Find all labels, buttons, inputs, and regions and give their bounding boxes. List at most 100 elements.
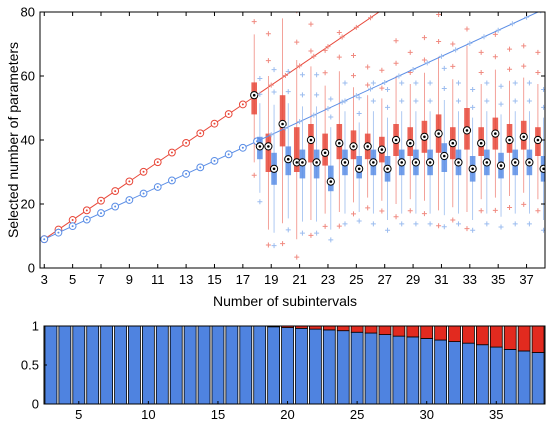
x-tick-label: 9 [126, 272, 133, 287]
bar-segment-blue [58, 325, 72, 405]
outlier-marker [535, 49, 541, 55]
outlier-marker [467, 40, 473, 46]
outlier-marker [385, 104, 391, 110]
bar-segment-blue [434, 339, 448, 405]
outlier-marker [311, 53, 317, 59]
outlier-marker [379, 85, 385, 91]
outlier-marker [257, 199, 263, 205]
outlier-marker [526, 221, 532, 227]
outlier-marker [464, 0, 469, 2]
outlier-marker [325, 106, 331, 112]
outlier-marker [271, 89, 277, 95]
outlier-marker [268, 82, 274, 88]
outlier-marker [265, 58, 271, 64]
reference-marker-dot [241, 146, 244, 149]
median-marker-dot [451, 141, 455, 145]
x-tick-label: 21 [292, 272, 306, 287]
outlier-marker [339, 99, 345, 105]
bar-segment-red [531, 325, 545, 353]
median-marker-dot [457, 161, 460, 164]
outlier-marker [328, 114, 334, 120]
boxplot-panel: 3 5 7 9 11 13 15 17 19 21 23 25 27 29 31 33 35 3702040608… [21, 0, 546, 287]
outlier-marker [350, 53, 356, 59]
y-tick-label: 40 [21, 133, 35, 148]
bar-segment-red [420, 325, 434, 339]
outlier-marker [314, 72, 320, 78]
bar-segment-red [448, 325, 461, 343]
reference-marker-dot [185, 172, 188, 175]
x-tick-label: 7 [97, 272, 104, 287]
x-tick-label: 25 [350, 407, 364, 422]
median-marker-dot [267, 145, 270, 148]
reference-marker-dot [114, 205, 117, 208]
outlier-marker [370, 221, 376, 227]
y-tick-label: 60 [21, 69, 35, 84]
outlier-marker [521, 43, 527, 49]
outlier-marker [464, 226, 470, 232]
reference-marker-dot [71, 218, 74, 221]
median-marker-dot [542, 167, 545, 171]
outlier-marker [265, 242, 271, 248]
outlier-marker [492, 31, 498, 37]
outlier-marker [308, 21, 314, 27]
reference-marker-dot [199, 132, 202, 135]
outlier-marker [507, 205, 513, 211]
outlier-marker [282, 73, 288, 79]
bar-segment-blue [225, 325, 239, 405]
reference-marker-dot [114, 190, 117, 193]
outlier-marker [342, 221, 348, 227]
bar-segment-blue [141, 325, 155, 405]
bar-segment-red [392, 325, 406, 337]
outlier-marker [251, 172, 257, 178]
outlier-marker [407, 208, 413, 214]
reference-marker-dot [170, 179, 173, 182]
median-marker-dot [408, 141, 412, 145]
median-marker-dot [499, 164, 503, 167]
box [265, 133, 272, 172]
x-tick-label: 33 [463, 272, 477, 287]
median-marker-dot [295, 161, 299, 164]
median-marker-dot [315, 161, 318, 164]
outlier-marker [438, 53, 444, 59]
median-marker-dot [437, 132, 440, 135]
outlier-marker [322, 47, 328, 53]
bar-segment-blue [531, 352, 545, 405]
bar-segment-blue [281, 327, 294, 405]
outlier-marker [314, 92, 320, 98]
outlier-marker [365, 205, 371, 211]
y-tick-label: 0 [28, 261, 35, 276]
median-marker-dot [400, 161, 404, 164]
outlier-marker [285, 89, 291, 95]
median-marker-dot [252, 93, 256, 97]
reference-marker-dot [43, 238, 46, 241]
x-tick-label: 15 [207, 272, 221, 287]
bar-segment-red [378, 325, 392, 335]
median-marker-dot [338, 141, 341, 145]
median-marker-dot [508, 138, 511, 142]
outlier-marker [526, 98, 532, 104]
outlier-marker [498, 224, 504, 230]
outlier-marker [294, 39, 300, 45]
bar-segment-blue [308, 328, 322, 405]
median-marker-dot [394, 138, 398, 142]
median-marker-dot [286, 157, 290, 161]
outlier-marker [385, 86, 391, 92]
outlier-marker [470, 104, 476, 110]
bar-segment-blue [114, 325, 127, 405]
outlier-marker [294, 254, 300, 260]
outlier-marker [413, 98, 419, 104]
bar-segment-blue [489, 346, 503, 405]
outlier-marker [342, 98, 348, 104]
median-marker-dot [301, 161, 304, 164]
outlier-marker [450, 63, 456, 69]
outlier-marker [507, 46, 513, 52]
bar-segment-blue [100, 325, 114, 405]
outlier-marker [353, 93, 359, 99]
x-axis-label: Number of subintervals [213, 293, 357, 309]
reference-marker-dot [227, 113, 230, 116]
y-tick-label: 0.5 [21, 358, 39, 373]
y-tick-label: 0 [32, 397, 39, 412]
outlier-marker [521, 63, 527, 69]
reference-marker-dot [142, 192, 145, 195]
bar-segment-red [434, 325, 448, 341]
